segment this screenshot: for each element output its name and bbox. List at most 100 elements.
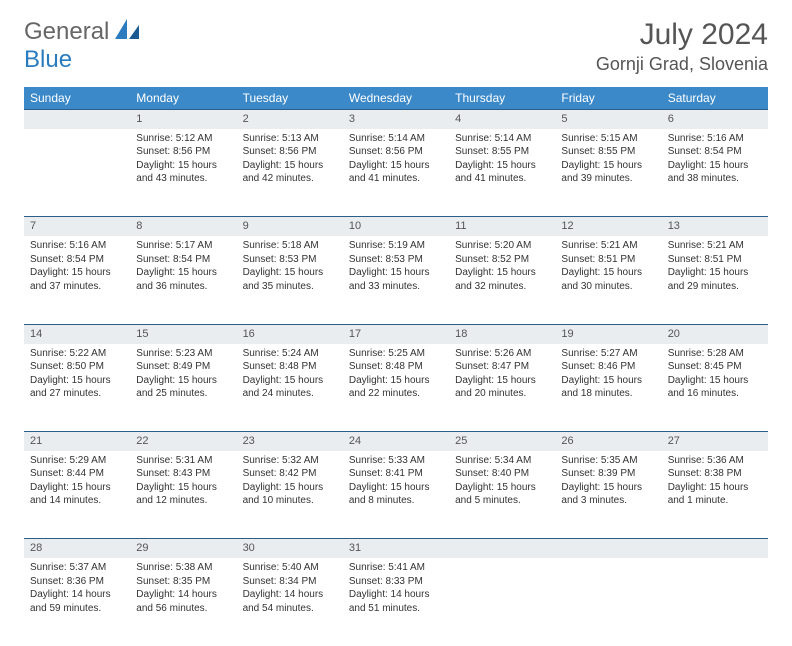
daylight-line: Daylight: 15 hours and 22 minutes.	[349, 374, 443, 401]
sunset-line: Sunset: 8:56 PM	[243, 145, 337, 159]
sunset-line: Sunset: 8:48 PM	[243, 360, 337, 374]
day-cell: Sunrise: 5:38 AMSunset: 8:35 PMDaylight:…	[130, 558, 236, 646]
day-content-row: Sunrise: 5:12 AM Sunset: 8:56 PM Daylight:…	[24, 129, 768, 217]
day-content-row: Sunrise: 5:37 AMSunset: 8:36 PMDaylight:…	[24, 558, 768, 646]
sunrise-line: Sunrise: 5:19 AM	[349, 239, 443, 253]
daylight-line: Daylight: 15 hours and 25 minutes.	[136, 374, 230, 401]
sunset-line: Sunset: 8:41 PM	[349, 467, 443, 481]
daylight-line: Daylight: 15 hours and 32 minutes.	[455, 266, 549, 293]
day-cell: Sunrise: 5:16 AMSunset: 8:54 PMDaylight:…	[662, 129, 768, 217]
sunset-line: Sunset: 8:40 PM	[455, 467, 549, 481]
daylight-line: Daylight: 15 hours and 14 minutes.	[30, 481, 124, 508]
day-cell: Sunrise: 5:21 AMSunset: 8:51 PMDaylight:…	[555, 236, 661, 324]
sunset-line: Sunset: 8:47 PM	[455, 360, 549, 374]
sunset-line: Sunset: 8:39 PM	[561, 467, 655, 481]
day-cell-empty	[449, 558, 555, 646]
logo-sail-icon	[115, 19, 141, 46]
day-cell: Sunrise: 5:25 AMSunset: 8:48 PMDaylight:…	[343, 344, 449, 432]
day-cell: Sunrise: 5:24 AMSunset: 8:48 PMDaylight:…	[237, 344, 343, 432]
weekday-header: Wednesday	[343, 87, 449, 110]
sunrise-line: Sunrise: 5:24 AM	[243, 347, 337, 361]
day-number-empty	[24, 110, 130, 129]
month-title: July 2024	[596, 18, 768, 52]
sunrise-line: Sunrise: 5:37 AM	[30, 561, 124, 575]
day-number: 1	[130, 110, 236, 129]
sunrise-line: Sunrise: 5:26 AM	[455, 347, 549, 361]
sunrise-line: Sunrise: 5:32 AM	[243, 454, 337, 468]
day-cell: Sunrise: 5:29 AMSunset: 8:44 PMDaylight:…	[24, 451, 130, 539]
day-content-row: Sunrise: 5:29 AMSunset: 8:44 PMDaylight:…	[24, 451, 768, 539]
day-number-empty	[662, 539, 768, 558]
day-number: 14	[24, 324, 130, 343]
sunrise-line: Sunrise: 5:27 AM	[561, 347, 655, 361]
sunset-line: Sunset: 8:54 PM	[668, 145, 762, 159]
sunset-line: Sunset: 8:43 PM	[136, 467, 230, 481]
sunset-line: Sunset: 8:45 PM	[668, 360, 762, 374]
daylight-line: Daylight: 15 hours and 12 minutes.	[136, 481, 230, 508]
sunrise-line: Sunrise: 5:12 AM	[136, 132, 230, 146]
day-cell-empty	[662, 558, 768, 646]
day-cell: Sunrise: 5:15 AMSunset: 8:55 PMDaylight:…	[555, 129, 661, 217]
daylight-line: Daylight: 15 hours and 18 minutes.	[561, 374, 655, 401]
daylight-line: Daylight: 15 hours and 10 minutes.	[243, 481, 337, 508]
day-number: 5	[555, 110, 661, 129]
sunset-line: Sunset: 8:42 PM	[243, 467, 337, 481]
day-number: 15	[130, 324, 236, 343]
day-number: 6	[662, 110, 768, 129]
sunset-line: Sunset: 8:55 PM	[455, 145, 549, 159]
sunrise-line: Sunrise: 5:35 AM	[561, 454, 655, 468]
daylight-line: Daylight: 15 hours and 43 minutes.	[136, 159, 230, 186]
daylight-line: Daylight: 14 hours and 59 minutes.	[30, 588, 124, 615]
weekday-header: Sunday	[24, 87, 130, 110]
daylight-line: Daylight: 15 hours and 41 minutes.	[455, 159, 549, 186]
day-cell: Sunrise: 5:36 AMSunset: 8:38 PMDaylight:…	[662, 451, 768, 539]
day-cell: Sunrise: 5:23 AMSunset: 8:49 PMDaylight:…	[130, 344, 236, 432]
calendar-table: SundayMondayTuesdayWednesdayThursdayFrid…	[24, 87, 768, 646]
sunrise-line: Sunrise: 5:28 AM	[668, 347, 762, 361]
sunset-line: Sunset: 8:54 PM	[30, 253, 124, 267]
day-content-row: Sunrise: 5:16 AMSunset: 8:54 PMDaylight:…	[24, 236, 768, 324]
day-number: 18	[449, 324, 555, 343]
sunrise-line: Sunrise: 5:29 AM	[30, 454, 124, 468]
day-number: 26	[555, 432, 661, 451]
daylight-line: Daylight: 15 hours and 38 minutes.	[668, 159, 762, 186]
daylight-line: Daylight: 14 hours and 54 minutes.	[243, 588, 337, 615]
daylight-line: Daylight: 15 hours and 16 minutes.	[668, 374, 762, 401]
sunset-line: Sunset: 8:36 PM	[30, 575, 124, 589]
day-cell: Sunrise: 5:17 AMSunset: 8:54 PMDaylight:…	[130, 236, 236, 324]
daylight-line: Daylight: 15 hours and 35 minutes.	[243, 266, 337, 293]
day-cell: Sunrise: 5:18 AMSunset: 8:53 PMDaylight:…	[237, 236, 343, 324]
sunrise-line: Sunrise: 5:38 AM	[136, 561, 230, 575]
weekday-header-row: SundayMondayTuesdayWednesdayThursdayFrid…	[24, 87, 768, 110]
sunset-line: Sunset: 8:51 PM	[561, 253, 655, 267]
day-cell: Sunrise: 5:22 AMSunset: 8:50 PMDaylight:…	[24, 344, 130, 432]
day-number: 8	[130, 217, 236, 236]
sunset-line: Sunset: 8:33 PM	[349, 575, 443, 589]
day-number: 2	[237, 110, 343, 129]
day-cell: Sunrise: 5:14 AMSunset: 8:55 PMDaylight:…	[449, 129, 555, 217]
day-cell: Sunrise: 5:16 AMSunset: 8:54 PMDaylight:…	[24, 236, 130, 324]
sunset-line: Sunset: 8:50 PM	[30, 360, 124, 374]
day-cell: Sunrise: 5:33 AMSunset: 8:41 PMDaylight:…	[343, 451, 449, 539]
weekday-header: Saturday	[662, 87, 768, 110]
day-number-row: 123456	[24, 110, 768, 129]
day-content-row: Sunrise: 5:22 AMSunset: 8:50 PM Daylight:…	[24, 344, 768, 432]
header: General July 2024 Gornji Grad, Slovenia	[24, 18, 768, 75]
day-cell: Sunrise: 5:40 AMSunset: 8:34 PMDaylight:…	[237, 558, 343, 646]
day-number-row: 28293031	[24, 539, 768, 558]
day-number: 16	[237, 324, 343, 343]
sunrise-line: Sunrise: 5:20 AM	[455, 239, 549, 253]
sunrise-line: Sunrise: 5:22 AM	[30, 347, 124, 361]
title-block: July 2024 Gornji Grad, Slovenia	[596, 18, 768, 75]
day-cell: Sunrise: 5:13 AMSunset: 8:56 PMDaylight:…	[237, 129, 343, 217]
day-number-row: 14151617181920	[24, 324, 768, 343]
sunset-line: Sunset: 8:55 PM	[561, 145, 655, 159]
daylight-line: Daylight: 15 hours and 36 minutes.	[136, 266, 230, 293]
day-number: 29	[130, 539, 236, 558]
daylight-line: Daylight: 15 hours and 37 minutes.	[30, 266, 124, 293]
sunrise-line: Sunrise: 5:21 AM	[561, 239, 655, 253]
weekday-header: Tuesday	[237, 87, 343, 110]
day-cell: Sunrise: 5:12 AMSunset: 8:56 PMDaylight:…	[130, 129, 236, 217]
sunrise-line: Sunrise: 5:18 AM	[243, 239, 337, 253]
sunrise-line: Sunrise: 5:25 AM	[349, 347, 443, 361]
